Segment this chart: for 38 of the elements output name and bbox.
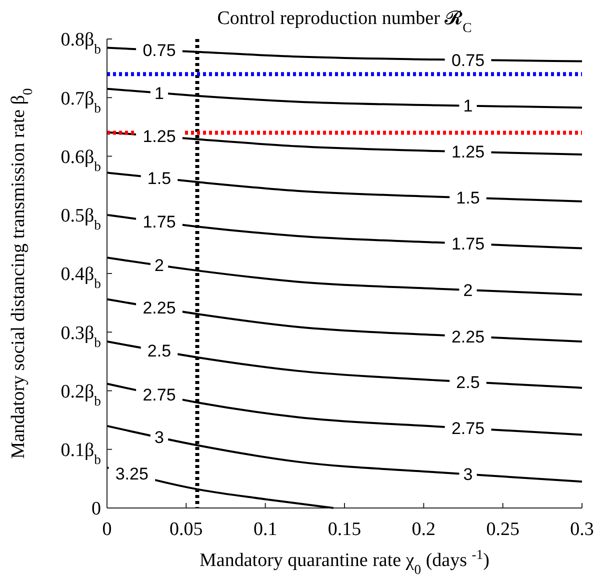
x-tick-label: 0.2 bbox=[412, 519, 436, 540]
chart-title: Control reproduction number 𝓡$_{C}$ bbox=[217, 8, 472, 34]
y-tick-label: 0.1β$_{b}$ bbox=[60, 440, 102, 467]
y-tick-label: 0.8β$_{b}$ bbox=[60, 30, 102, 56]
text: 1 bbox=[463, 96, 473, 116]
series-label: 1.5 bbox=[456, 188, 480, 208]
series-label: 1 bbox=[154, 84, 164, 103]
text: 0.75 bbox=[142, 41, 176, 60]
y-tick-label: 0.3β$_{b}$ bbox=[60, 322, 102, 350]
text: 2.5 bbox=[456, 372, 480, 392]
series-label: 2.5 bbox=[147, 342, 172, 361]
text: 2 bbox=[154, 256, 164, 276]
text: 2.25 bbox=[451, 327, 485, 346]
series-label: 2.75 bbox=[142, 386, 176, 405]
series-label: 0.75 bbox=[451, 50, 485, 70]
y-tick-label: 0.4β$_{b}$ bbox=[60, 264, 102, 291]
text: 1.25 bbox=[142, 127, 176, 146]
x-tick-label: 0.3 bbox=[570, 519, 594, 540]
series-label: 3.25 bbox=[115, 464, 148, 484]
x-tick-label: 0.15 bbox=[328, 519, 362, 540]
series-label: 2.25 bbox=[142, 298, 176, 318]
x-axis-title: Mandatory quarantine rate χ$_{0}$ (days $^{-1}$) bbox=[200, 546, 490, 576]
text: 1.75 bbox=[451, 234, 485, 254]
y-tick-label: 0.5β$_{b}$ bbox=[60, 206, 102, 232]
text: 2.75 bbox=[451, 419, 485, 438]
series-label: 2 bbox=[463, 280, 473, 300]
series-label: 1.25 bbox=[451, 142, 485, 162]
y-tick-label: 0.7β$_{b}$ bbox=[60, 88, 102, 115]
x-tick-label: 0.1 bbox=[253, 519, 278, 540]
series-label: 3 bbox=[463, 465, 473, 484]
y-tick-label: 0.2β$_{b}$ bbox=[60, 381, 102, 408]
x-tick-label: 0.25 bbox=[486, 519, 520, 540]
x-tick-label: 0.05 bbox=[170, 519, 203, 540]
text: 1.5 bbox=[147, 169, 172, 188]
y-tick-label: 0 bbox=[92, 498, 101, 520]
series-label: 1.75 bbox=[142, 212, 176, 232]
text: 3 bbox=[154, 428, 164, 448]
y-tick-label: 0.6β$_{b}$ bbox=[60, 146, 102, 174]
